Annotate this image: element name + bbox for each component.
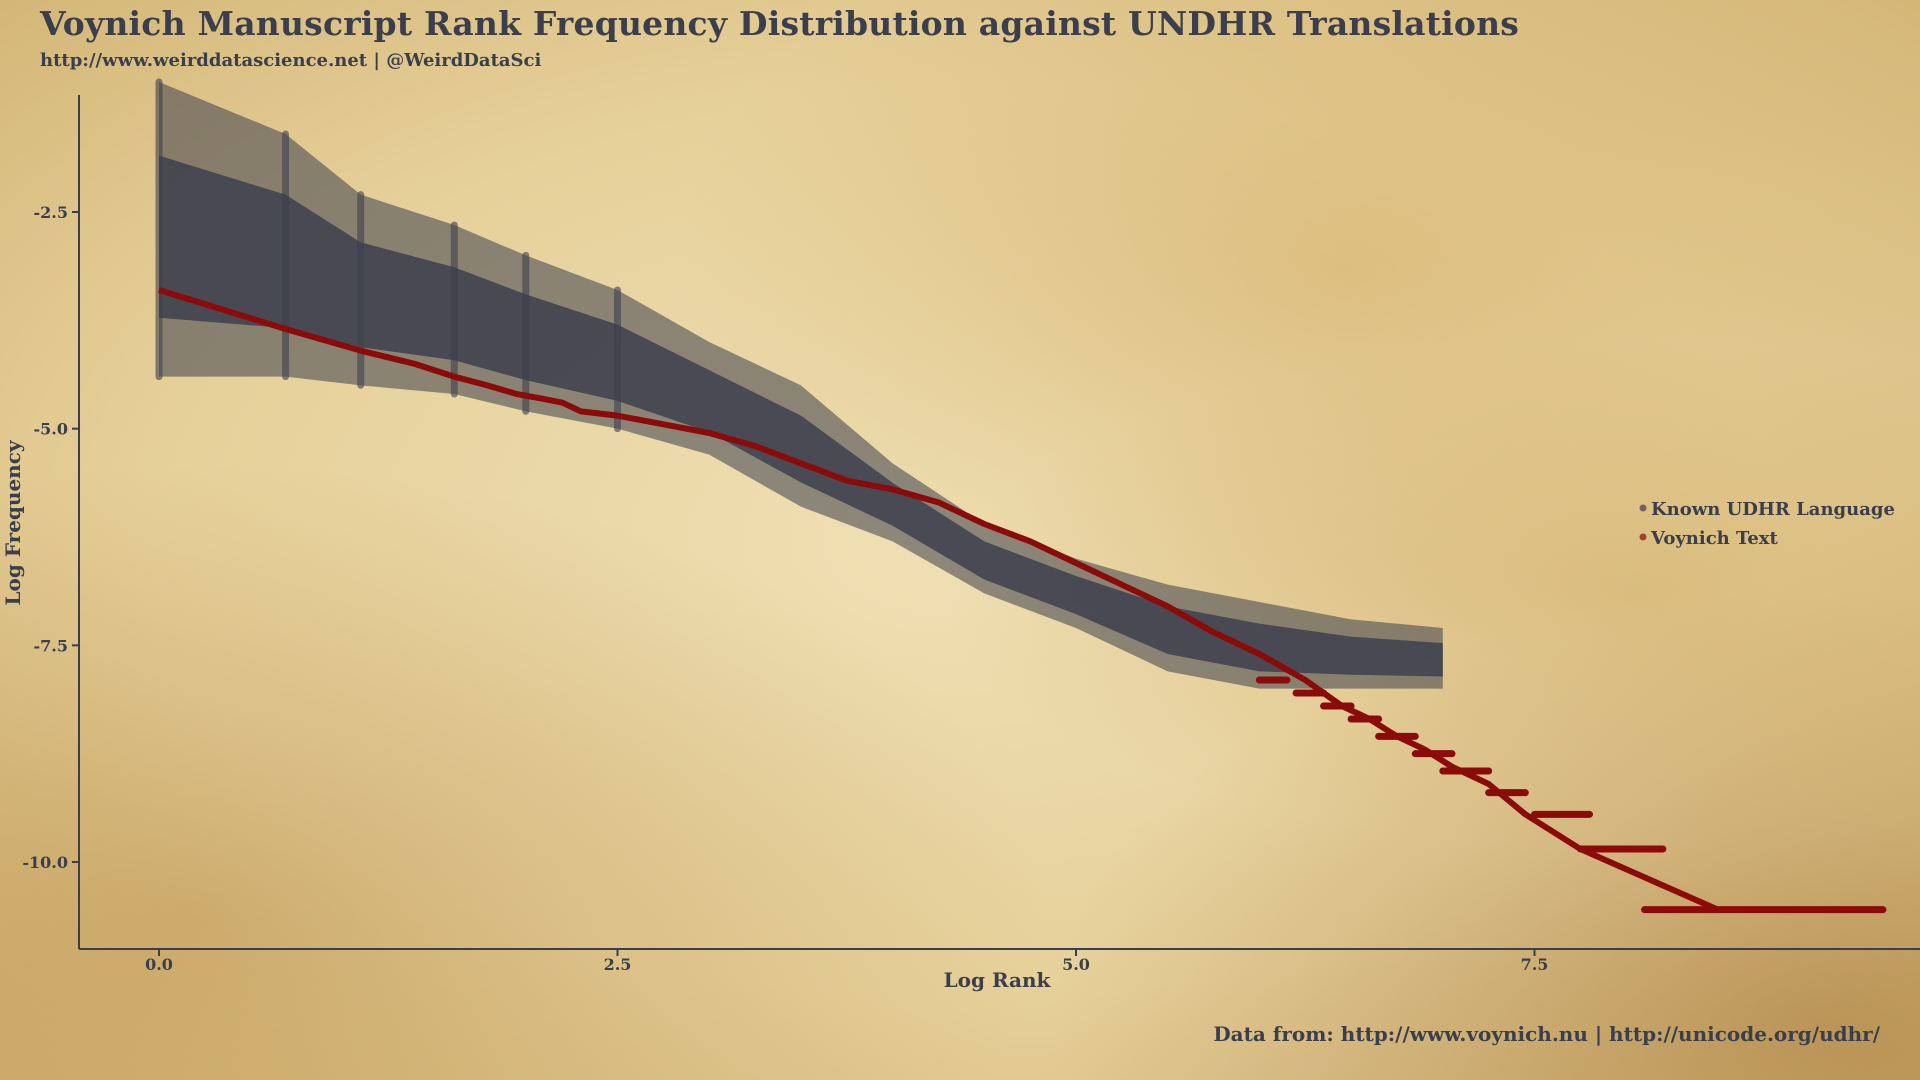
x-axis-label: Log Rank: [944, 968, 1052, 992]
y-tick-label: -2.5: [34, 203, 68, 222]
voynich-series-line: [158, 287, 1720, 913]
x-tick-label: 0.0: [145, 955, 173, 974]
y-tick-label: -10.0: [22, 853, 68, 872]
x-tick-label: 2.5: [604, 955, 632, 974]
legend: Known UDHR Language Voynich Text: [1639, 499, 1895, 549]
udhr-density-band: [159, 82, 1443, 689]
legend-label-voynich: Voynich Text: [1650, 528, 1779, 549]
chart-title: Voynich Manuscript Rank Frequency Distri…: [40, 4, 1520, 43]
y-tick-label: -7.5: [34, 636, 68, 655]
udhr-density-core: [159, 155, 1443, 677]
legend-label-udhr: Known UDHR Language: [1651, 499, 1895, 520]
legend-key-udhr: [1639, 504, 1647, 512]
y-axis-label: Log Frequency: [1, 439, 25, 605]
x-tick-label: 7.5: [1521, 955, 1549, 974]
legend-key-voynich: [1639, 533, 1647, 541]
data-source-caption: Data from: http://www.voynich.nu | http:…: [1213, 1022, 1880, 1046]
y-tick-label: -5.0: [34, 420, 68, 439]
x-tick-label: 5.0: [1062, 955, 1090, 974]
chart-subtitle: http://www.weirddatascience.net | @Weird…: [40, 50, 542, 71]
